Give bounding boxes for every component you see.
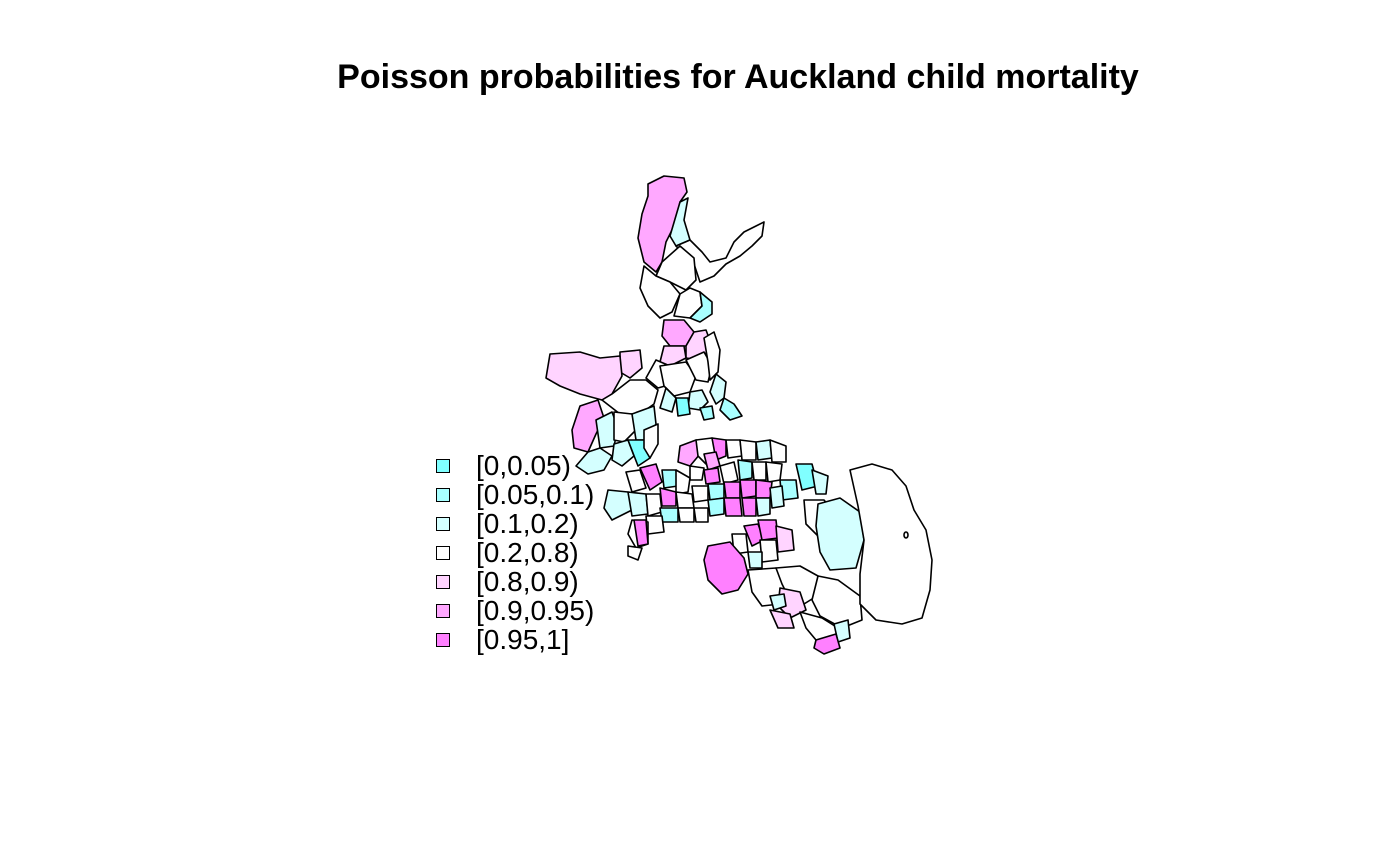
map-region <box>765 461 783 483</box>
map-region <box>613 411 637 443</box>
map-region <box>675 397 691 417</box>
map-region <box>689 291 713 323</box>
map-region <box>675 469 691 495</box>
map-region <box>675 491 695 509</box>
map-region <box>575 447 613 475</box>
map-region <box>625 469 647 493</box>
island-outline <box>903 531 909 539</box>
map-region <box>769 609 795 629</box>
legend-label: [0.1,0.2) <box>476 508 579 539</box>
legend-swatch <box>436 574 450 589</box>
legend-item: [0.2,0.8) <box>436 538 594 567</box>
map-region <box>769 439 787 463</box>
map-region <box>603 489 633 521</box>
legend-label: [0.9,0.95) <box>476 595 595 626</box>
map-region <box>545 351 623 401</box>
legend-item: [0.8,0.9) <box>436 567 594 596</box>
map-region <box>813 633 841 655</box>
legend-label: [0.8,0.9) <box>476 566 579 597</box>
map-region <box>769 485 785 509</box>
map-region <box>693 507 709 523</box>
map-region <box>633 519 649 547</box>
map-region <box>723 497 743 517</box>
map-region <box>645 493 663 517</box>
map-region <box>699 405 715 421</box>
legend-swatch <box>436 545 450 560</box>
map-region <box>703 331 721 381</box>
map-region <box>627 545 643 561</box>
map-region <box>703 541 749 595</box>
legend-item: [0.9,0.95) <box>436 596 594 625</box>
legend-swatch <box>436 632 450 647</box>
map-region <box>775 525 795 553</box>
map-region <box>689 465 705 481</box>
legend-label: [0.05,0.1) <box>476 479 595 510</box>
map-region <box>619 349 643 379</box>
map-region <box>739 479 757 499</box>
legend-item: [0.1,0.2) <box>436 509 594 538</box>
map-region <box>719 461 739 485</box>
map-region <box>611 439 635 467</box>
map-region <box>659 387 677 413</box>
map-region <box>849 463 933 625</box>
map-region <box>691 485 709 503</box>
map-region <box>723 481 741 499</box>
map-region <box>811 575 863 629</box>
map-region <box>707 497 725 517</box>
map-region <box>739 439 757 461</box>
map-region <box>751 461 767 481</box>
legend-label: [0.95,1] <box>476 624 570 655</box>
map-region <box>639 265 681 319</box>
map-region <box>703 467 721 485</box>
chart-title: Poisson probabilities for Auckland child… <box>337 58 1139 96</box>
map-region <box>709 373 727 405</box>
legend-swatch <box>436 516 450 531</box>
map-region <box>627 491 649 517</box>
map-region <box>769 593 787 611</box>
legend-swatch <box>436 458 450 473</box>
map-region <box>811 469 829 495</box>
map-region <box>659 487 677 507</box>
map-region <box>741 497 757 517</box>
map-region <box>637 175 688 273</box>
legend-swatch <box>436 487 450 502</box>
legend-label: [0,0.05) <box>476 450 571 481</box>
map-region <box>639 463 663 491</box>
legend-item: [0.05,0.1) <box>436 480 594 509</box>
map-region <box>747 551 763 569</box>
map-region <box>659 345 687 367</box>
map-regions <box>545 175 933 655</box>
map-region <box>675 221 765 283</box>
map-region <box>677 507 695 523</box>
legend-label: [0.2,0.8) <box>476 537 579 568</box>
map-region <box>737 459 753 481</box>
map-region <box>643 423 659 459</box>
map-region <box>757 519 779 541</box>
map-region <box>719 397 743 421</box>
map-region <box>677 439 701 467</box>
map-region <box>571 399 605 453</box>
map-legend: [0,0.05) [0.05,0.1) [0.1,0.2) [0.2,0.8) [0.8… <box>436 451 594 654</box>
legend-item: [0.95,1] <box>436 625 594 654</box>
map-region <box>815 497 865 571</box>
legend-item: [0,0.05) <box>436 451 594 480</box>
map-region <box>755 497 771 517</box>
legend-swatch <box>436 603 450 618</box>
